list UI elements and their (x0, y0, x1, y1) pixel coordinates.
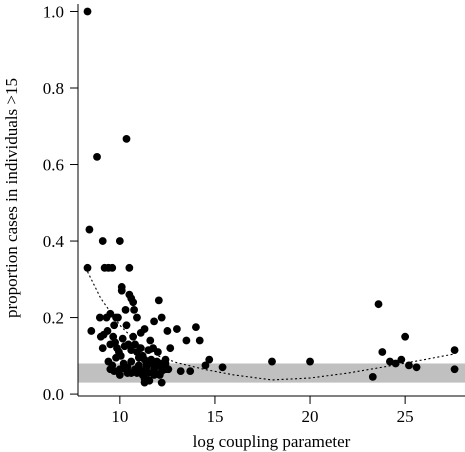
data-point (157, 313, 166, 322)
data-point (140, 325, 149, 333)
data-point (115, 237, 124, 245)
axes-layer (77, 4, 465, 397)
data-point (378, 348, 387, 356)
data-point (103, 327, 112, 335)
data-point (118, 334, 127, 343)
data-point (218, 363, 227, 372)
data-point (96, 332, 105, 341)
data-point (95, 313, 104, 322)
data-point (85, 225, 94, 234)
data-point (161, 359, 170, 368)
data-point (155, 371, 164, 379)
data-point (154, 296, 163, 305)
data-point (108, 263, 117, 272)
x-tick-label: 10 (111, 407, 128, 426)
y-tick-label: 0.2 (43, 309, 64, 328)
data-point (146, 336, 155, 345)
reference-band-layer (78, 363, 465, 383)
data-point (195, 336, 204, 345)
data-point (98, 237, 107, 245)
data-point (114, 313, 122, 322)
data-point (205, 355, 214, 364)
reference-band (78, 363, 465, 383)
data-point (83, 7, 92, 16)
data-point (306, 357, 314, 366)
data-point (125, 290, 134, 299)
data-point (98, 344, 107, 353)
data-point (201, 361, 210, 370)
y-tick-label: 0.4 (43, 232, 65, 251)
x-axis-title: log coupling parameter (193, 432, 351, 451)
data-point (450, 346, 459, 354)
data-point (182, 336, 191, 345)
data-point (412, 363, 421, 372)
x-tick-label: 20 (302, 407, 319, 426)
data-point (87, 327, 96, 335)
data-point (401, 332, 410, 341)
data-point (110, 321, 119, 330)
data-point (123, 369, 132, 377)
data-point (157, 378, 166, 387)
data-point (150, 371, 158, 379)
data-point (161, 365, 170, 374)
data-point (121, 306, 130, 314)
data-point (93, 152, 101, 161)
data-point (374, 300, 383, 309)
y-tick-label: 1.0 (43, 2, 64, 21)
x-tick-label: 25 (397, 407, 414, 426)
data-point (112, 353, 120, 362)
tick-labels-layer: 0.0 0.2 0.4 0.6 0.8 1.0 10 15 20 25 (43, 2, 414, 426)
y-tick-label: 0.0 (43, 385, 64, 404)
data-point (153, 361, 162, 370)
data-point (192, 323, 200, 332)
trend-line (87, 271, 455, 381)
data-point (153, 348, 162, 356)
x-tick-label: 15 (206, 407, 223, 426)
data-point (186, 367, 195, 376)
data-point (150, 317, 158, 326)
data-point (106, 365, 115, 374)
trend-line-layer (87, 271, 455, 381)
data-point (176, 367, 185, 376)
data-point (125, 263, 134, 272)
y-axis-title: proportion cases in individuals >15 (2, 78, 21, 318)
data-point (450, 365, 459, 374)
data-point (117, 286, 126, 295)
data-point (106, 309, 115, 318)
data-point (163, 327, 172, 335)
data-point (133, 369, 141, 377)
data-point (129, 298, 138, 307)
data-point (130, 306, 139, 314)
data-point (127, 357, 136, 366)
data-point (397, 355, 406, 364)
data-points-layer (83, 7, 459, 387)
data-point (129, 332, 138, 341)
y-tick-label: 0.8 (43, 79, 64, 98)
data-point (145, 376, 154, 385)
data-point (146, 359, 155, 368)
data-point (173, 325, 181, 333)
data-point (133, 313, 141, 322)
data-point (115, 371, 124, 379)
data-point (136, 344, 145, 353)
data-point (268, 357, 276, 366)
data-point (122, 321, 131, 330)
data-point (405, 361, 413, 370)
data-point (83, 263, 92, 272)
y-tick-label: 0.6 (43, 156, 64, 175)
data-point (122, 134, 131, 143)
data-point (166, 344, 175, 353)
data-point (368, 372, 377, 381)
